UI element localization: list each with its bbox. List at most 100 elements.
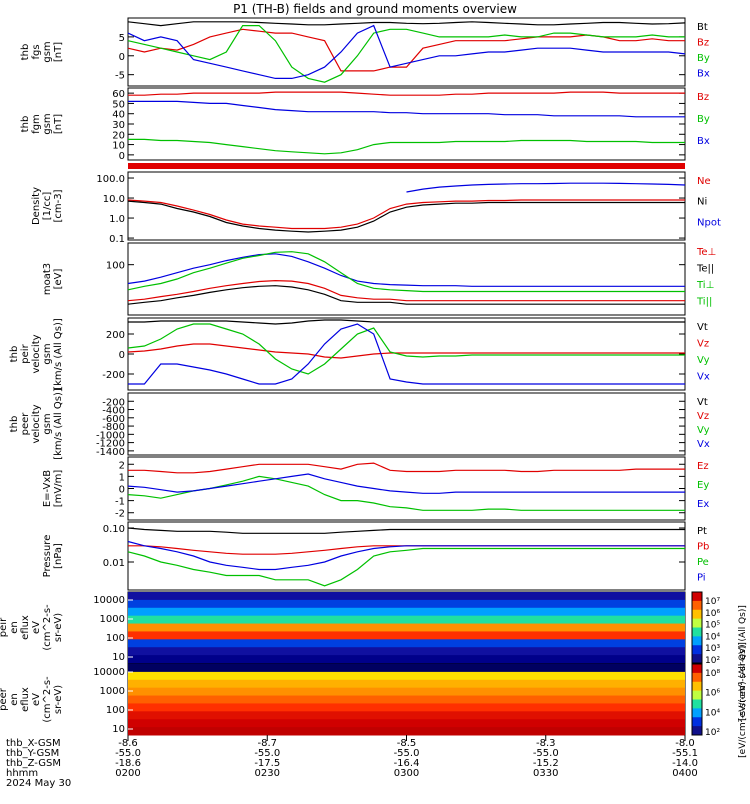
ytick-peer_vel: -400 bbox=[102, 406, 125, 417]
series-line-fgs-Bx bbox=[127, 24, 686, 79]
spectrogram-band-peir_spec bbox=[128, 639, 685, 648]
ytick-peer_vel: -1400 bbox=[96, 447, 125, 458]
ytick-peer_spec: 10000 bbox=[93, 667, 125, 678]
ytick-peir_spec: 10 bbox=[112, 652, 125, 663]
ylabel-fgs-3: [nT] bbox=[53, 42, 64, 62]
colorbar-peer_spec bbox=[692, 672, 702, 683]
ylabel-fgm-0: thb bbox=[20, 116, 31, 133]
ephemeris-value-2-4: -14.0 bbox=[672, 758, 698, 769]
legend-peer_vel-3: Vx bbox=[697, 439, 710, 450]
ylabel-peir_spec-6: sr-eV) bbox=[53, 613, 64, 642]
ephemeris-value-3-3: 0330 bbox=[533, 768, 558, 779]
colorbar-peir_spec bbox=[692, 609, 702, 620]
chart-title: P1 (TH-B) fields and ground moments over… bbox=[233, 2, 517, 16]
ephemeris-value-1-2: -55.0 bbox=[394, 748, 420, 759]
panel-frame-fgs bbox=[127, 17, 686, 87]
spectrogram-band-peer_spec bbox=[128, 727, 685, 736]
ylabel-fgm-3: [nT] bbox=[53, 114, 64, 134]
ytick-fgs: 0 bbox=[119, 52, 125, 63]
series-line-peir_vel-Vz bbox=[127, 343, 685, 359]
legend-peir_vel-2: Vy bbox=[697, 355, 710, 366]
ylabel-fgm-1: fgm bbox=[31, 114, 42, 134]
colorbar-frame-peir_spec bbox=[691, 591, 703, 664]
spectrogram-band-peir_spec bbox=[128, 647, 685, 656]
spectrogram-band-peir_spec bbox=[128, 655, 685, 664]
series-line-efield-Ex bbox=[127, 473, 685, 494]
ylabel-density-2: [cm-3] bbox=[53, 189, 64, 222]
colorbar-peer_spec bbox=[692, 726, 702, 736]
ytick-peer_vel: -800 bbox=[102, 422, 125, 433]
ylabel-pressure-0: Pressure bbox=[42, 535, 53, 578]
panel-frame-moat bbox=[127, 242, 686, 316]
spectrogram-band-peer_spec bbox=[128, 679, 685, 689]
legend-moat-0: Te⊥ bbox=[696, 247, 716, 258]
ytick-pressure: 0.01 bbox=[103, 558, 125, 569]
ephemeris-value-3-0: 0200 bbox=[115, 768, 140, 779]
ytick-fgm: 50 bbox=[112, 99, 125, 110]
ytick-fgm: 20 bbox=[112, 130, 125, 141]
colorbar-label-peir_spec: [eV/(cm²-s-sr-eV) (All Qs)] bbox=[738, 605, 748, 721]
ytick-fgm: 40 bbox=[112, 110, 125, 121]
panel-frame-density bbox=[127, 171, 686, 241]
legend-peir_vel-0: Vt bbox=[697, 322, 708, 333]
colorbar-peer_spec bbox=[692, 699, 702, 709]
ylabel-peer_vel-2: velocity bbox=[31, 404, 42, 443]
ytick-fgm: 10 bbox=[112, 141, 125, 152]
series-line-fgm-Bx bbox=[128, 100, 685, 118]
colorbar-peer_spec bbox=[692, 681, 702, 692]
ylabel-peir_spec-2: en bbox=[9, 621, 20, 634]
spectrogram-band-peir_spec bbox=[128, 599, 685, 609]
series-line-density-Ne bbox=[127, 199, 685, 230]
colorbar-tick-peir_spec: 10⁵ bbox=[705, 621, 720, 631]
ephemeris-value-2-3: -15.2 bbox=[533, 758, 559, 769]
ylabel-density-1: [1/cc] bbox=[42, 192, 53, 221]
ylabel-fgs-2: gsm bbox=[42, 41, 53, 62]
colorbar-peer_spec bbox=[692, 690, 702, 700]
legend-fgm-0: Bz bbox=[697, 92, 709, 103]
legend-density-1: Ni bbox=[697, 197, 707, 208]
ephemeris-value-2-0: -18.6 bbox=[115, 758, 141, 769]
legend-fgs-1: Bz bbox=[697, 38, 709, 49]
colorbar-frame-peer_spec bbox=[691, 663, 703, 736]
series-line-density-Npot bbox=[406, 182, 686, 193]
series-line-efield-Ey bbox=[127, 475, 685, 511]
ephemeris-value-0-3: -8.3 bbox=[536, 738, 556, 749]
series-line-pressure-Pt bbox=[127, 527, 685, 534]
ephemeris-value-3-1: 0230 bbox=[255, 768, 280, 779]
legend-pressure-0: Pt bbox=[697, 526, 707, 537]
ephemeris-value-3-4: 0400 bbox=[672, 768, 697, 779]
colorbar-peir_spec bbox=[692, 636, 702, 646]
legend-fgs-2: By bbox=[697, 53, 710, 64]
ylabel-peir_vel-1: peir bbox=[20, 343, 31, 363]
colorbar-peir_spec bbox=[692, 618, 702, 628]
colorbar-peir_spec bbox=[692, 645, 702, 655]
colorbar-tick-peer_spec: 10⁸ bbox=[705, 669, 720, 679]
spectrogram-band-peer_spec bbox=[128, 703, 685, 712]
colorbar-tick-peer_spec: 10⁶ bbox=[705, 689, 720, 699]
ephemeris-row-label-3: hhmm bbox=[6, 768, 38, 779]
ytick-fgm: 60 bbox=[112, 89, 125, 100]
spectrogram-band-peer_spec bbox=[128, 719, 685, 728]
colorbar-peir_spec bbox=[692, 600, 702, 611]
legend-fgs-0: Bt bbox=[697, 22, 708, 33]
ephemeris-value-1-4: -55.1 bbox=[672, 748, 698, 759]
series-line-density-Ni bbox=[127, 200, 685, 233]
legend-pressure-3: Pi bbox=[697, 573, 706, 584]
legend-peir_vel-1: Vz bbox=[697, 339, 709, 350]
colorbar-peer_spec bbox=[692, 664, 702, 674]
series-line-moat-Te|| bbox=[127, 285, 685, 305]
ylabel-peer_spec-6: sr-eV) bbox=[53, 685, 64, 714]
ylabel-peir_vel-3: gsm bbox=[42, 343, 53, 364]
ytick-density: 100.0 bbox=[96, 174, 125, 185]
ytick-peir_spec: 10000 bbox=[93, 595, 125, 606]
ephemeris-value-1-1: -55.0 bbox=[254, 748, 280, 759]
ytick-peer_spec: 1000 bbox=[100, 686, 125, 697]
legend-pressure-1: Pb bbox=[697, 542, 709, 553]
ylabel-moat-0: moat3 bbox=[42, 263, 53, 295]
colorbar-peir_spec bbox=[692, 627, 702, 637]
spectrogram-band-peer_spec bbox=[128, 664, 685, 673]
ylabel-peer_spec-4: eV bbox=[31, 693, 42, 706]
ytick-peir_spec: 1000 bbox=[100, 614, 125, 625]
ephemeris-value-0-4: -8.0 bbox=[675, 738, 695, 749]
legend-moat-3: Ti|| bbox=[696, 297, 712, 308]
